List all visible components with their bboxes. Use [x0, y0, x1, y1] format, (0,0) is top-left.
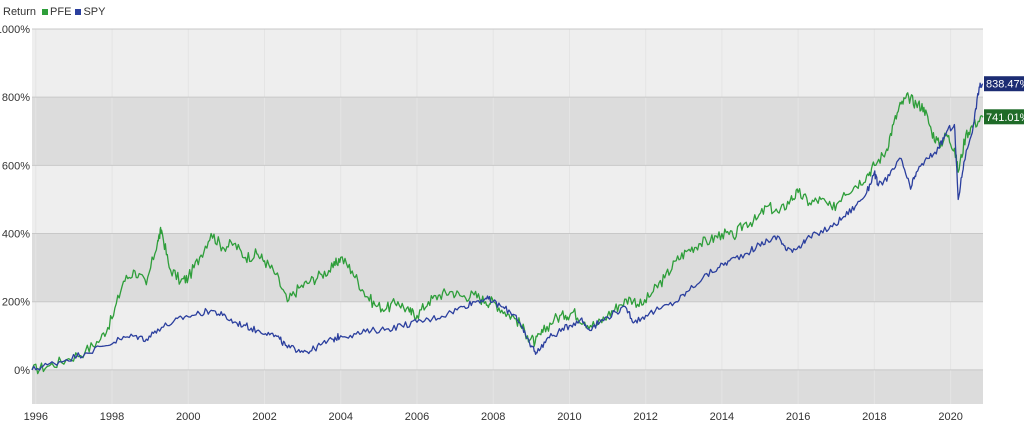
y-tick-label: 800%: [2, 92, 30, 104]
x-tick-label: 2012: [633, 411, 657, 423]
x-tick-label: 2008: [481, 411, 505, 423]
x-tick-label: 2018: [862, 411, 886, 423]
legend-title: Return: [3, 6, 37, 18]
series-line-pfe: [31, 92, 984, 375]
x-tick-label: 1996: [24, 411, 48, 423]
y-axis-tick-labels: 0% 200% 400% 600% 800% 1000%: [0, 24, 30, 377]
x-tick-label: 2002: [252, 411, 276, 423]
end-label-box: [984, 109, 1024, 125]
y-tick-label: 400%: [2, 229, 30, 241]
legend-swatch-pfe: [42, 9, 49, 15]
x-tick-label: 2016: [786, 411, 810, 423]
end-label-value: 741.01%: [986, 112, 1024, 124]
plot-band: [32, 233, 983, 302]
legend-item-pfe[interactable]: PFE: [42, 6, 71, 18]
y-tick-label: 200%: [2, 297, 30, 309]
end-label-box: [984, 76, 1024, 92]
grid-lines: [32, 28, 983, 404]
end-label-value: 838.47%: [986, 79, 1024, 91]
plot-band: [32, 97, 983, 166]
legend-item-spy[interactable]: SPY: [75, 6, 105, 18]
x-axis-tick-labels: 1996 1998 2000 2002 2004 2006 2008 2010 2012 2014…: [24, 411, 963, 423]
end-label-spy: 838.47%: [984, 76, 1024, 92]
end-label-pfe: 741.01%: [984, 109, 1024, 125]
legend-swatch-spy: [75, 9, 82, 15]
x-tick-label: 2020: [938, 411, 962, 423]
x-tick-label: 1998: [100, 411, 124, 423]
legend-label-pfe: PFE: [50, 6, 72, 18]
plot-bands: [32, 29, 983, 404]
series-end-labels: 741.01% 838.47%: [984, 76, 1024, 125]
x-tick-label: 2004: [328, 411, 352, 423]
legend-label-spy: SPY: [83, 6, 106, 18]
x-tick-label: 2000: [176, 411, 200, 423]
plot-band: [32, 29, 983, 98]
chart-legend: Return PFE SPY: [3, 3, 109, 21]
series-line-spy: [31, 82, 984, 371]
plot-band: [32, 369, 983, 404]
x-tick-label: 2010: [557, 411, 581, 423]
plot-band: [32, 165, 983, 234]
x-tick-label: 2006: [405, 411, 429, 423]
series-lines: [31, 82, 984, 375]
y-tick-label: 600%: [2, 160, 30, 172]
y-tick-label: 0%: [14, 365, 30, 377]
x-tick-label: 2014: [710, 411, 734, 423]
y-tick-label: 1000%: [0, 24, 30, 36]
